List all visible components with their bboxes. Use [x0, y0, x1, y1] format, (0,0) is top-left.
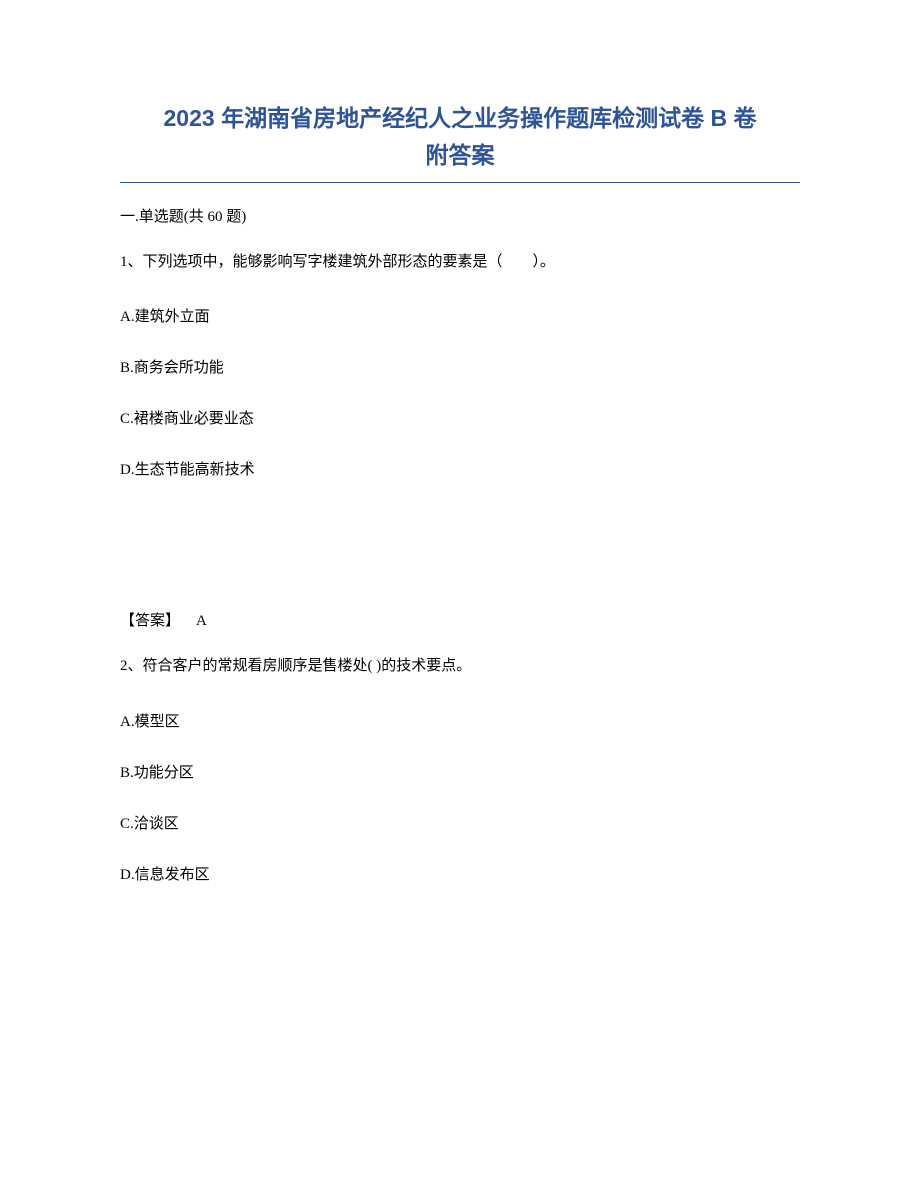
question-2-option-b: B.功能分区	[120, 761, 800, 782]
question-1-text: 1、下列选项中，能够影响写字楼建筑外部形态的要素是（ ）。	[120, 250, 800, 276]
document-title-line1: 2023 年湖南省房地产经纪人之业务操作题库检测试卷 B 卷	[120, 100, 800, 137]
answer-value: A	[196, 613, 207, 629]
question-2-option-a: A.模型区	[120, 710, 800, 731]
question-2-option-d: D.信息发布区	[120, 863, 800, 884]
title-underline	[120, 182, 800, 183]
document-title-container: 2023 年湖南省房地产经纪人之业务操作题库检测试卷 B 卷 附答案	[120, 100, 800, 174]
question-1-answer: 【答案】 A	[120, 609, 800, 630]
question-1-option-b: B.商务会所功能	[120, 356, 800, 377]
question-1-option-c: C.裙楼商业必要业态	[120, 407, 800, 428]
question-1-option-a: A.建筑外立面	[120, 305, 800, 326]
answer-label-text: 【答案】	[120, 613, 180, 629]
question-2-text: 2、符合客户的常规看房顺序是售楼处( )的技术要点。	[120, 654, 800, 680]
document-title-line2: 附答案	[120, 137, 800, 174]
question-1-option-d: D.生态节能高新技术	[120, 458, 800, 479]
question-2-option-c: C.洽谈区	[120, 812, 800, 833]
section-header: 一.单选题(共 60 题)	[120, 205, 800, 226]
